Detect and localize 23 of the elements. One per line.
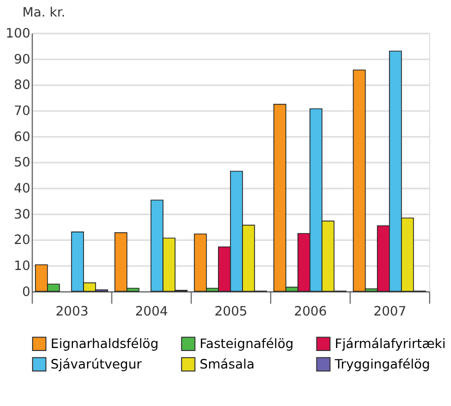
legend-label: Eignarhaldsfélög [50,336,159,352]
legend-label: Fasteignafélög [200,336,294,352]
y-tick-label: 0 [22,284,30,300]
x-tick-label: 2004 [135,304,168,320]
y-tick-label: 30 [14,207,30,222]
x-tick-label: 2005 [214,304,248,320]
legend-label: Smásala [200,357,254,372]
x-tick-label: 2007 [373,304,406,320]
legend-label: Tryggingafélög [334,357,430,372]
y-axis-title: Ma. kr. [22,6,66,21]
legend-label: Fjármálafyrirtæki [334,336,446,352]
y-tick-label: 50 [14,156,30,171]
y-tick-label: 60 [14,130,30,145]
x-tick-label: 2006 [294,304,327,320]
y-tick-label: 70 [14,104,30,119]
y-tick-label: 10 [14,258,30,274]
y-tick-label: 90 [14,52,30,68]
x-tick-label: 2003 [56,304,88,320]
y-tick-label: 100 [6,26,30,42]
y-tick-label: 80 [14,78,30,94]
y-tick-label: 20 [14,233,30,248]
y-tick-label: 40 [14,181,30,196]
legend-label: Sjávarútvegur [50,357,142,372]
